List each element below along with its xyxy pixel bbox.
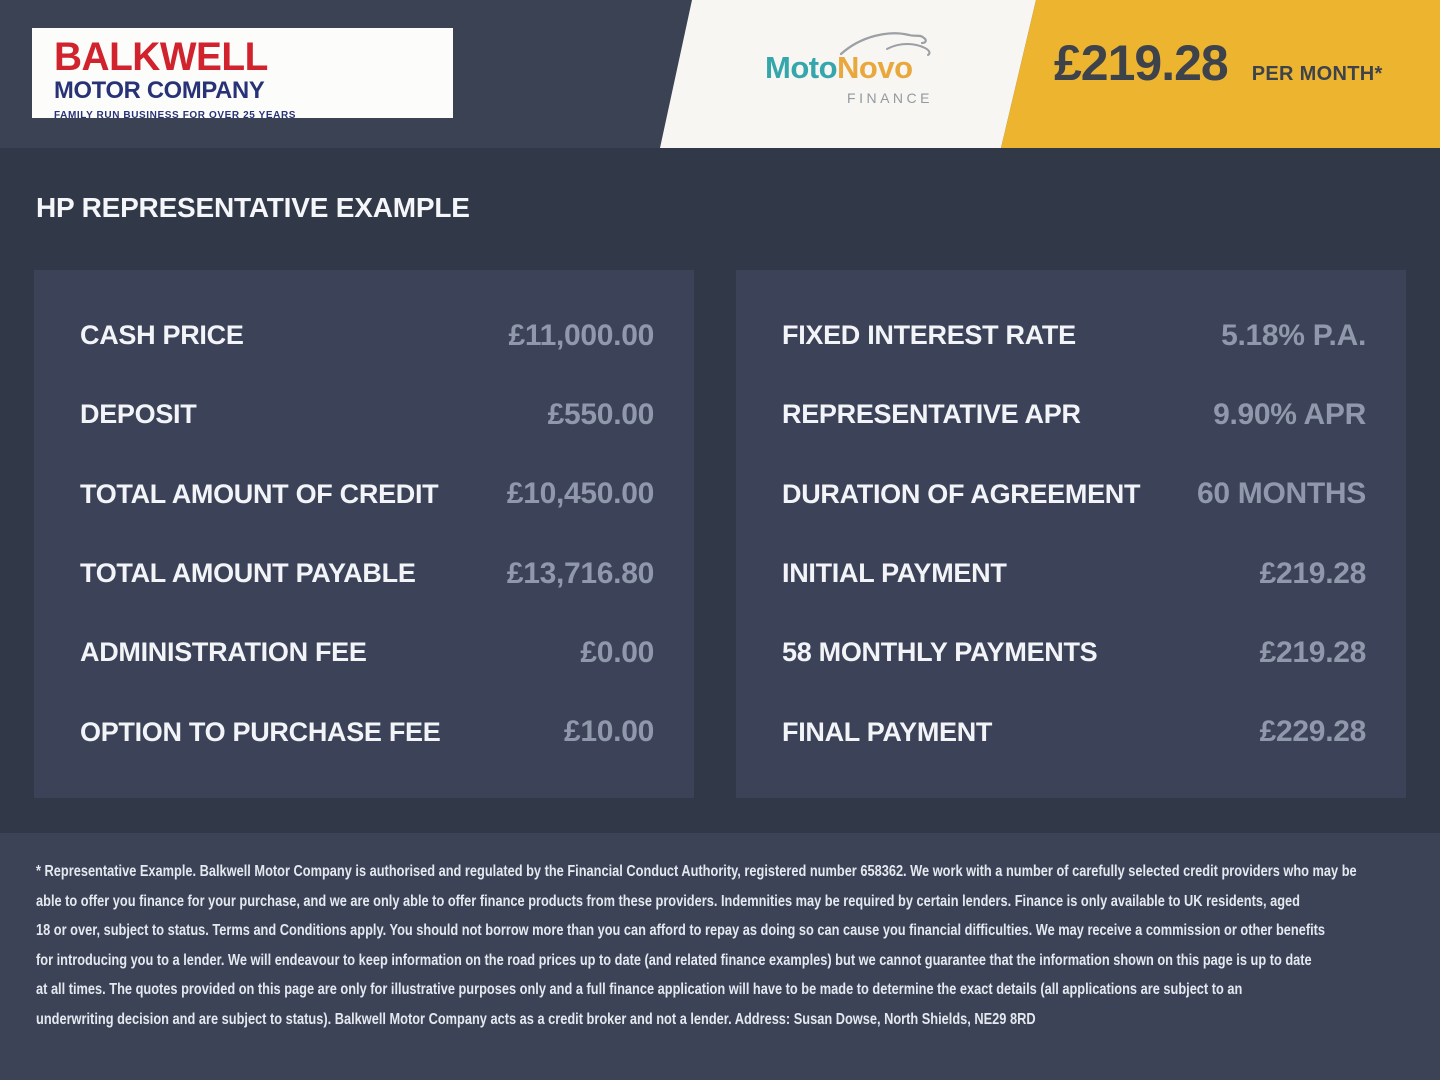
- finance-row: 58 MONTHLY PAYMENTS £219.28: [736, 636, 1406, 670]
- monthly-price-amount: £219.28: [1054, 35, 1229, 91]
- lender-logo-novo: Novo: [837, 50, 913, 85]
- finance-row: INITIAL PAYMENT £219.28: [736, 557, 1406, 591]
- page-title: HP REPRESENTATIVE EXAMPLE: [36, 192, 470, 223]
- footer: * Representative Example. Balkwell Motor…: [0, 833, 1440, 1080]
- row-label: INITIAL PAYMENT: [782, 558, 1007, 589]
- row-label: DURATION OF AGREEMENT: [782, 478, 1141, 509]
- small-print-line: underwriting decision and are subject to…: [36, 1010, 1036, 1028]
- row-value: £10,450.00: [506, 477, 654, 511]
- finance-row: OPTION TO PURCHASE FEE £10.00: [34, 715, 694, 749]
- small-print-line: for introducing you to a lender. We will…: [36, 951, 1312, 969]
- row-value: £550.00: [547, 397, 655, 431]
- dealer-logo-name: BALKWELL: [54, 35, 268, 79]
- row-label: ADMINISTRATION FEE: [80, 637, 367, 668]
- row-label: DEPOSIT: [80, 399, 197, 430]
- row-value: £11,000.00: [508, 318, 655, 352]
- dealer-logo: BALKWELL MOTOR COMPANY FAMILY RUN BUSINE…: [32, 28, 453, 122]
- dealer-logo-subname: MOTOR COMPANY: [54, 77, 265, 104]
- top-banner: BALKWELL MOTOR COMPANY FAMILY RUN BUSINE…: [0, 0, 1440, 148]
- car-outline-icon: [839, 32, 931, 56]
- dealer-logo-tagline: FAMILY RUN BUSINESS FOR OVER 25 YEARS: [54, 110, 297, 122]
- lender-logo-moto: Moto: [765, 50, 838, 85]
- price-banner-wedge: [1001, 0, 1440, 148]
- row-value: £219.28: [1259, 556, 1367, 590]
- row-value: £10.00: [564, 715, 654, 749]
- small-print-line: at all times. The quotes provided on thi…: [36, 981, 1243, 998]
- monthly-price: £219.28 PER MONTH*: [1054, 38, 1383, 88]
- finance-row: CASH PRICE £11,000.00: [34, 319, 694, 353]
- lender-logo: MotoNovo FINANCE: [765, 26, 933, 114]
- small-print: * Representative Example. Balkwell Motor…: [36, 857, 1440, 1034]
- finance-row: REPRESENTATIVE APR 9.90% APR: [736, 398, 1406, 432]
- row-label: REPRESENTATIVE APR: [782, 399, 1081, 430]
- monthly-price-period: PER MONTH*: [1251, 63, 1383, 85]
- lender-logo-wordmark: MotoNovo: [765, 50, 913, 86]
- row-label: OPTION TO PURCHASE FEE: [80, 716, 441, 747]
- row-value: 60 MONTHS: [1197, 477, 1366, 511]
- small-print-line: * Representative Example. Balkwell Motor…: [36, 863, 1357, 880]
- row-value: £219.28: [1259, 635, 1367, 669]
- row-label: 58 MONTHLY PAYMENTS: [782, 637, 1098, 668]
- finance-row: FINAL PAYMENT £229.28: [736, 715, 1406, 749]
- small-print-line: able to offer you finance for your purch…: [36, 892, 1300, 910]
- finance-panel-right: FIXED INTEREST RATE 5.18% P.A. REPRESENT…: [736, 270, 1406, 798]
- row-label: FINAL PAYMENT: [782, 716, 993, 747]
- finance-row: DEPOSIT £550.00: [34, 398, 694, 432]
- finance-panel-left: CASH PRICE £11,000.00 DEPOSIT £550.00 TO…: [34, 270, 694, 798]
- row-value: £13,716.80: [506, 556, 654, 590]
- row-label: TOTAL AMOUNT OF CREDIT: [80, 478, 439, 509]
- lender-banner-wedge: [660, 0, 1036, 148]
- small-print-line: 18 or over, subject to status. Terms and…: [36, 922, 1326, 939]
- row-value: 9.90% APR: [1213, 397, 1366, 431]
- row-value: £0.00: [580, 635, 654, 669]
- finance-row: FIXED INTEREST RATE 5.18% P.A.: [736, 319, 1406, 353]
- finance-row: DURATION OF AGREEMENT 60 MONTHS: [736, 477, 1406, 511]
- row-label: CASH PRICE: [80, 320, 244, 351]
- lender-logo-finance: FINANCE: [847, 90, 933, 106]
- finance-row: TOTAL AMOUNT OF CREDIT £10,450.00: [34, 477, 694, 511]
- finance-row: ADMINISTRATION FEE £0.00: [34, 636, 694, 670]
- row-label: TOTAL AMOUNT PAYABLE: [80, 558, 416, 589]
- finance-row: TOTAL AMOUNT PAYABLE £13,716.80: [34, 557, 694, 591]
- row-value: £229.28: [1259, 715, 1367, 749]
- row-value: 5.18% P.A.: [1221, 318, 1366, 352]
- row-label: FIXED INTEREST RATE: [782, 320, 1076, 351]
